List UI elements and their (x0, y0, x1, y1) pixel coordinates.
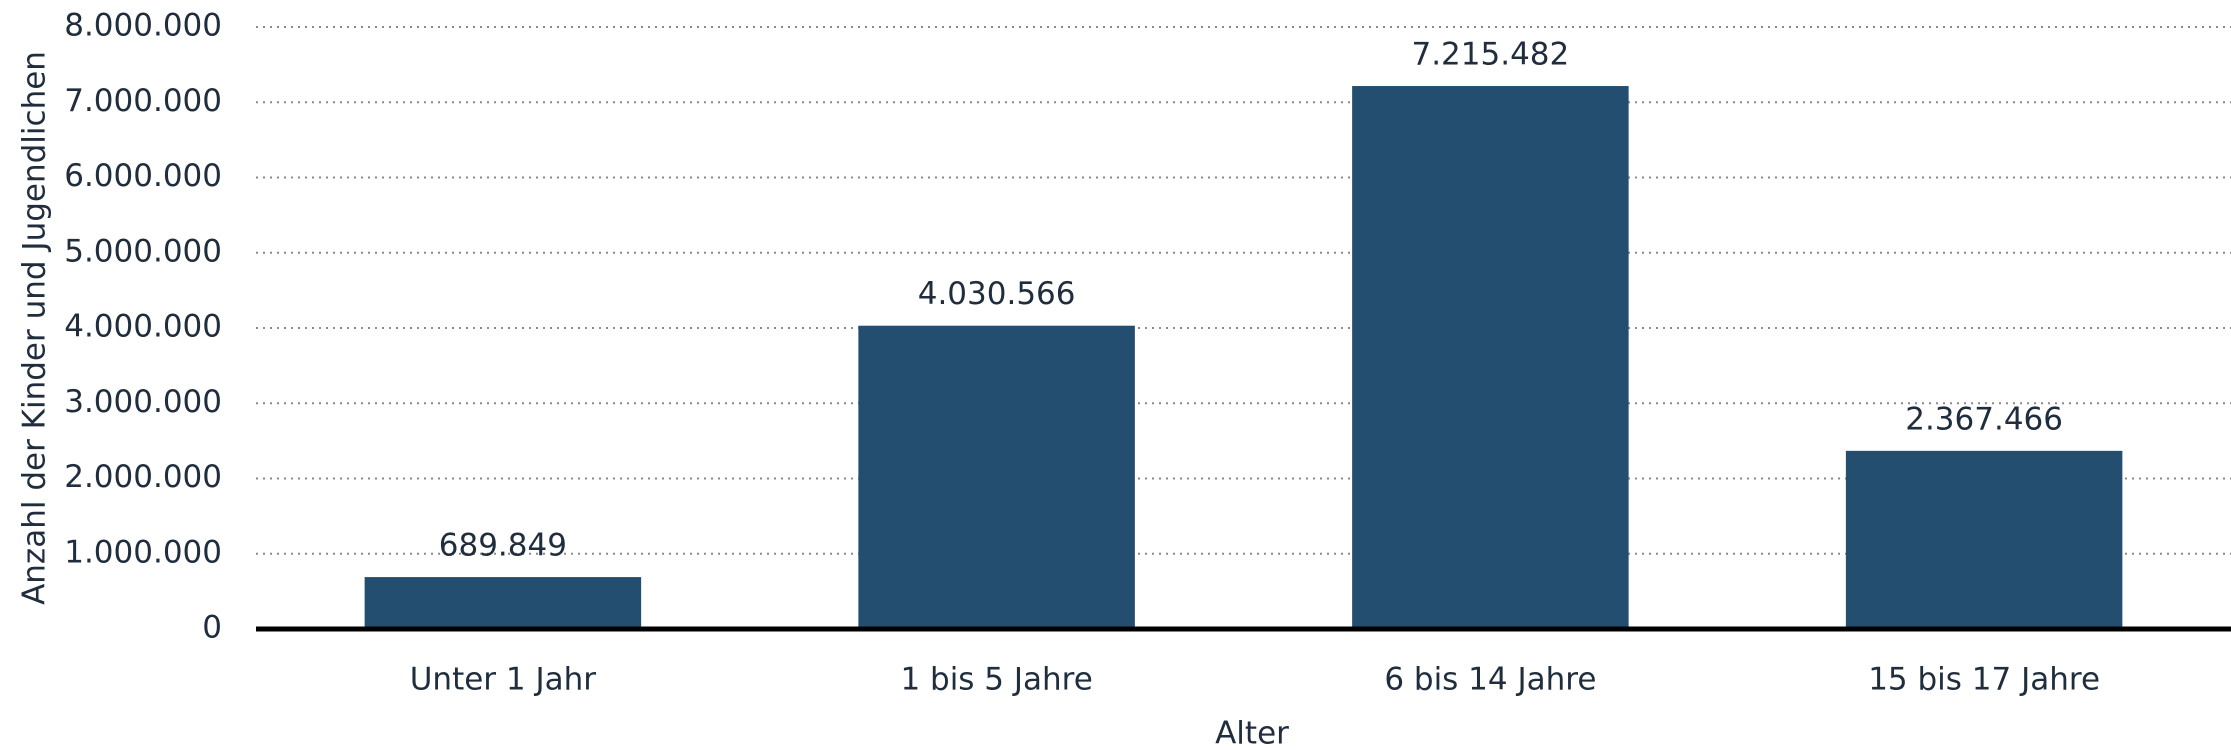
y-tick-label: 3.000.000 (64, 384, 222, 420)
y-axis-title: Anzahl der Kinder und Jugendlichen (17, 51, 53, 605)
x-tick-label: 15 bis 17 Jahre (1868, 662, 2100, 698)
data-label: 689.849 (439, 528, 567, 564)
data-label: 2.367.466 (1905, 401, 2063, 437)
bar (1845, 450, 2123, 629)
y-tick-label: 2.000.000 (64, 459, 222, 495)
data-label: 7.215.482 (1411, 37, 1569, 73)
data-label: 4.030.566 (918, 276, 1076, 312)
y-tick-label: 7.000.000 (64, 83, 222, 119)
y-tick-label: 8.000.000 (64, 8, 222, 44)
bar (858, 325, 1135, 629)
bar (1352, 86, 1629, 630)
y-tick-label: 4.000.000 (64, 309, 222, 345)
x-axis-title: Alter (1215, 716, 1289, 750)
y-tick-label: 6.000.000 (64, 158, 222, 194)
x-tick-label: 1 bis 5 Jahre (900, 662, 1092, 698)
y-tick-label: 1.000.000 (64, 534, 222, 570)
y-tick-label: 0 (202, 610, 222, 646)
x-tick-label: 6 bis 14 Jahre (1384, 662, 1596, 698)
bar (364, 577, 642, 629)
x-tick-label: Unter 1 Jahr (410, 662, 597, 698)
y-tick-label: 5.000.000 (64, 233, 222, 269)
